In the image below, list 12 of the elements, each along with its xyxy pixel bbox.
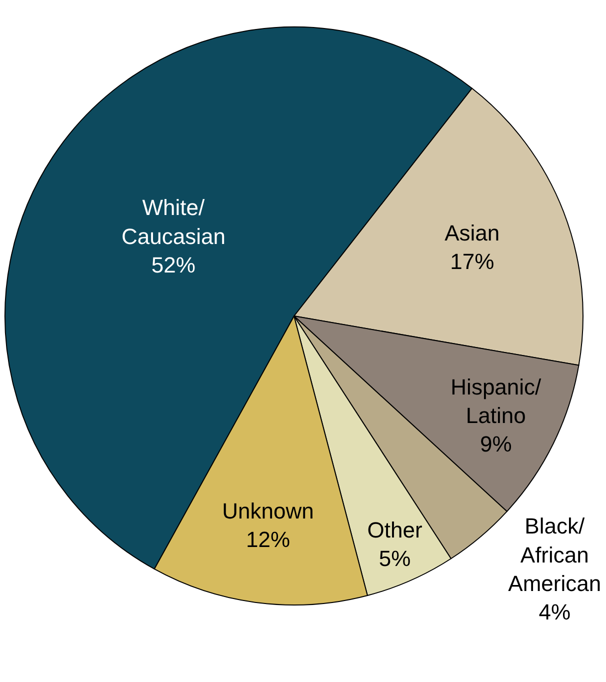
data-label: 9% <box>480 432 512 457</box>
slice-label: Other <box>367 518 422 543</box>
slice-label: Black/ African American <box>508 514 602 596</box>
slice-label: White/ Caucasian <box>121 195 226 249</box>
data-label: 52% <box>151 252 196 278</box>
slice-label: Hispanic/ Latino <box>450 374 542 428</box>
data-label: 5% <box>378 546 411 572</box>
data-label: 12% <box>246 526 290 552</box>
data-label: 17% <box>450 249 494 274</box>
slice-label: Asian <box>444 220 500 246</box>
data-label: 4% <box>538 600 571 625</box>
slice-label: Unknown <box>222 498 314 524</box>
